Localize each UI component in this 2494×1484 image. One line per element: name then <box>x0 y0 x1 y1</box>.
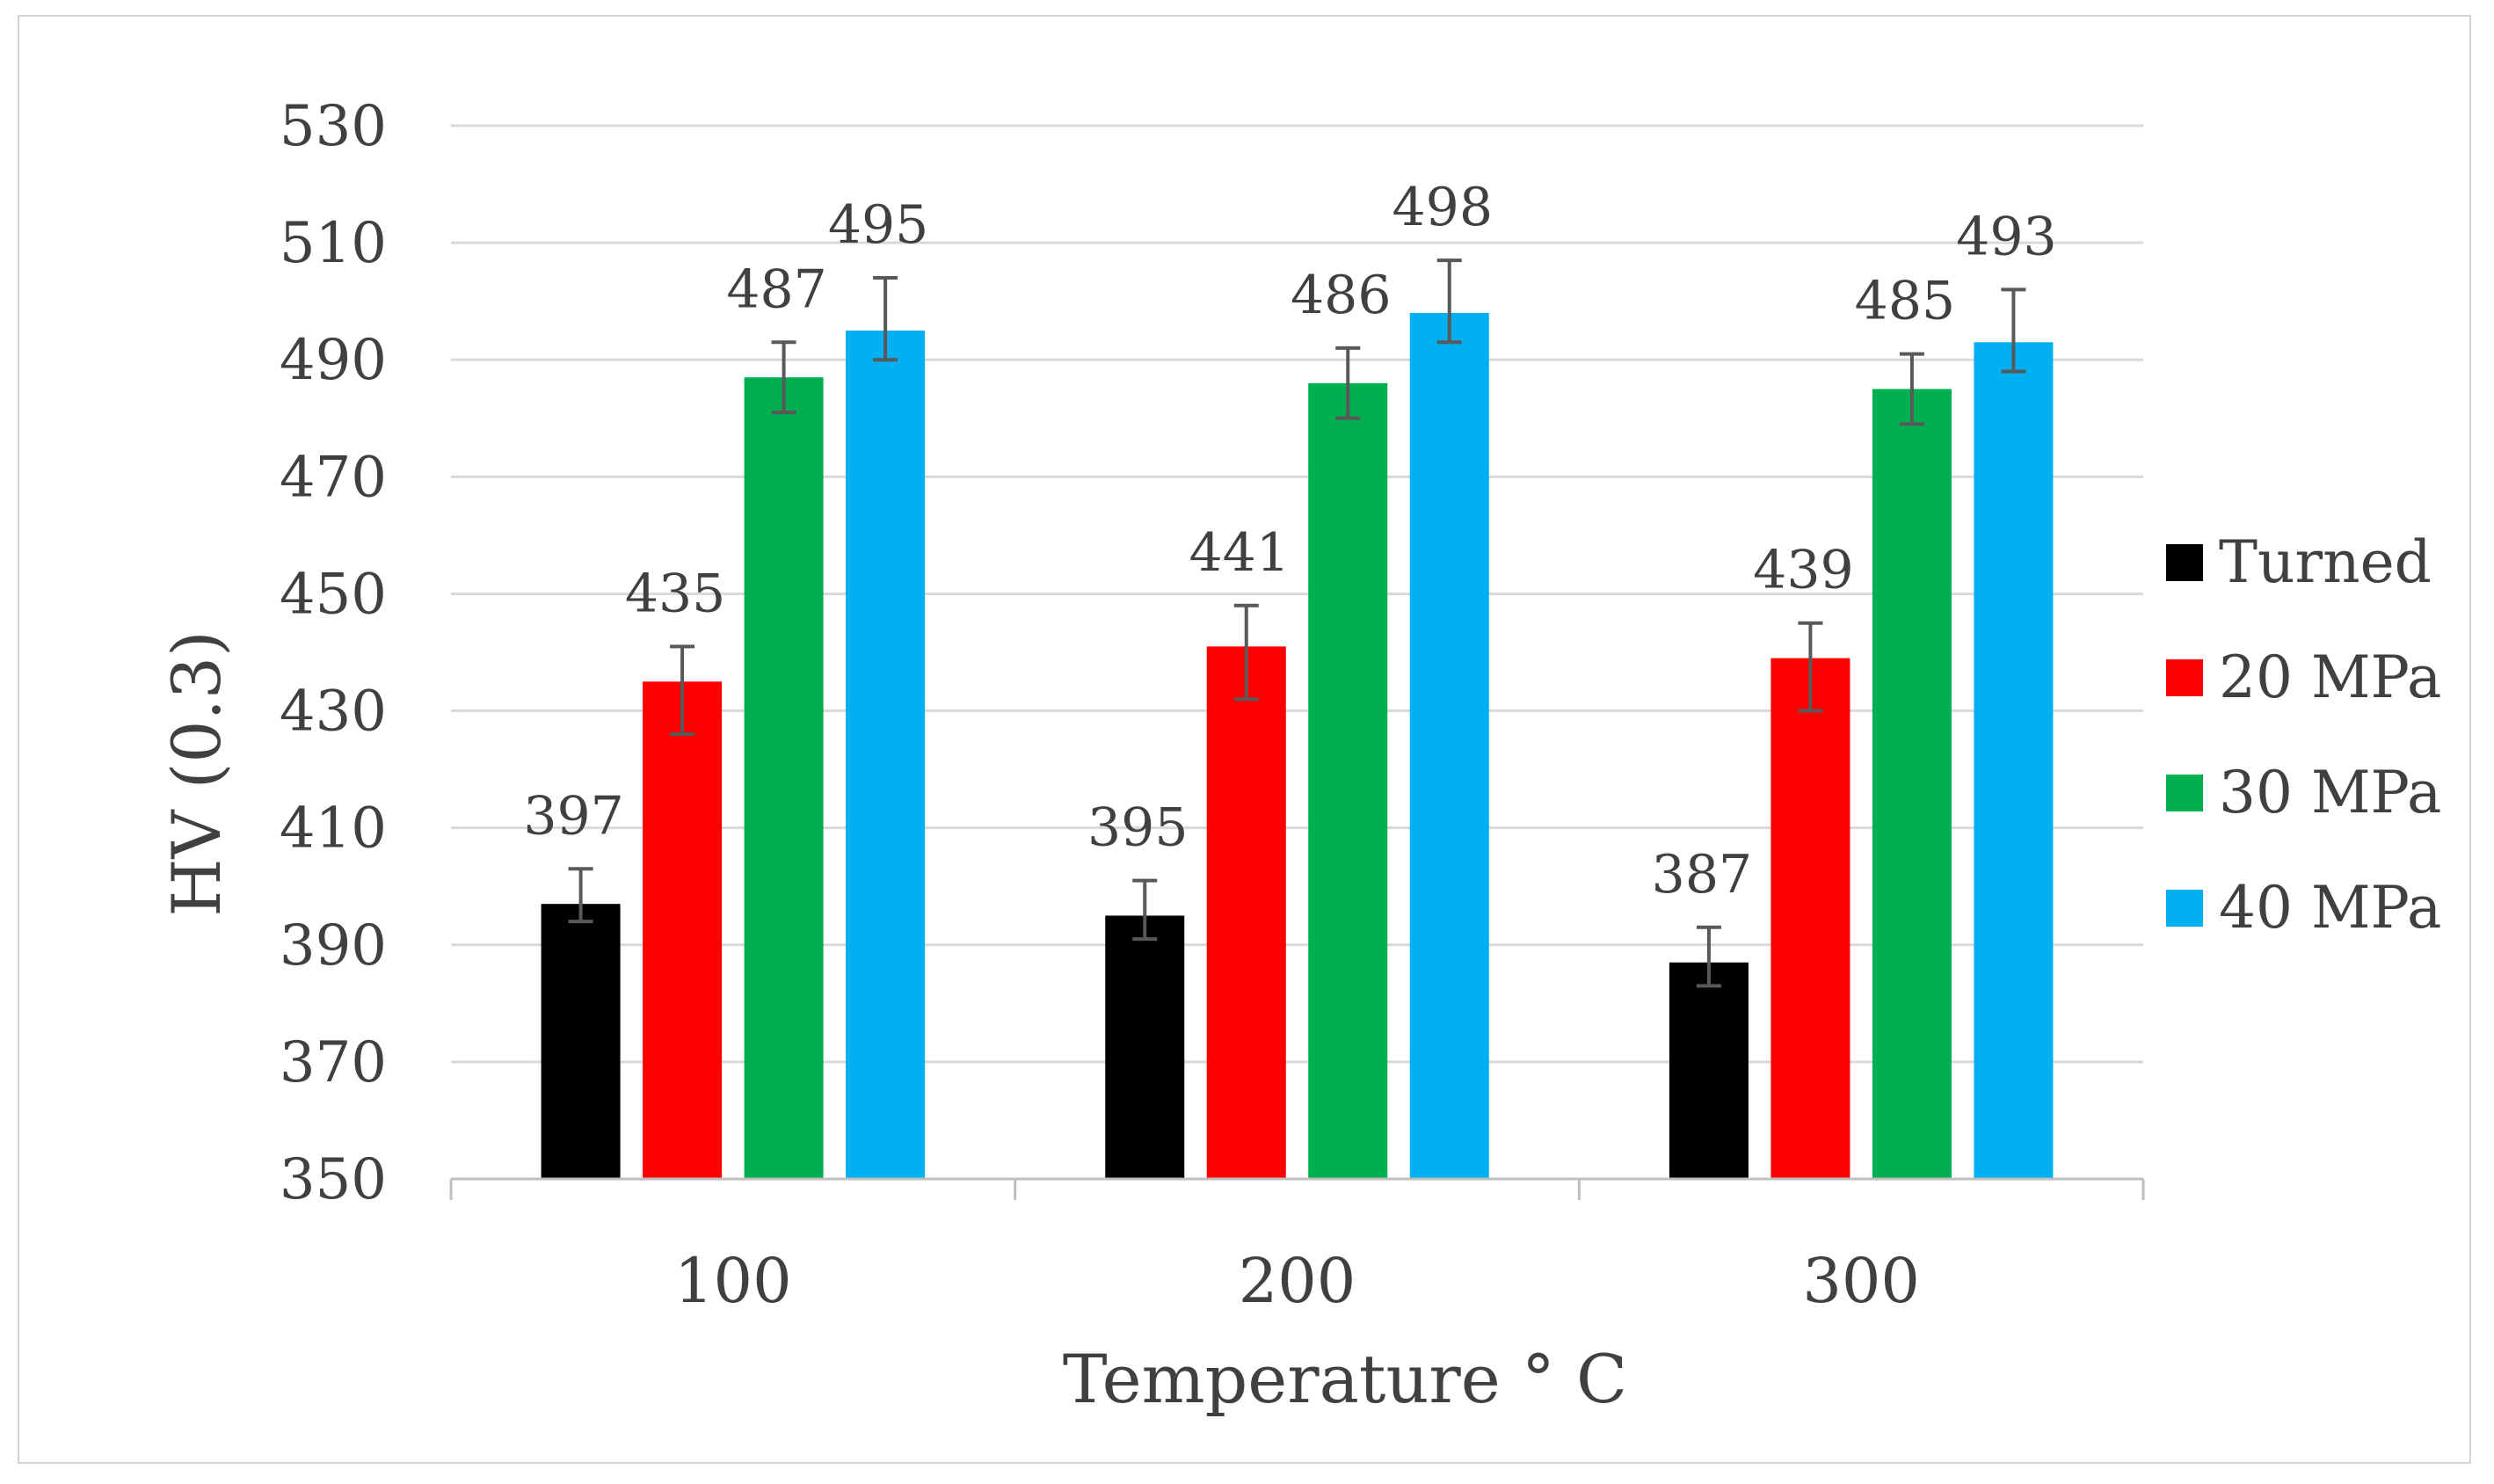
data-label: 387 <box>1652 844 1753 906</box>
bar <box>1409 312 1489 1179</box>
bar <box>1206 646 1286 1179</box>
data-label: 493 <box>1956 206 2057 267</box>
data-label: 486 <box>1291 265 1392 326</box>
y-tick-label: 450 <box>280 562 387 627</box>
data-label: 485 <box>1855 271 1956 332</box>
legend-label: 40 MPa <box>2219 874 2441 942</box>
bar <box>1771 658 1851 1179</box>
data-label: 441 <box>1189 522 1290 584</box>
data-labels: 397 395 387 435 441 439 487 486 485 495 498 493 <box>523 177 2056 906</box>
y-tick-label: 430 <box>280 680 387 745</box>
x-axis: 100 200 300 <box>449 1177 2145 1317</box>
y-tick-label: 530 <box>280 94 387 159</box>
bar <box>1105 915 1185 1179</box>
x-axis-label: Temperature ° C <box>1063 1340 1627 1418</box>
x-tick-label: 200 <box>1239 1245 1356 1317</box>
legend-label: 30 MPa <box>2219 759 2441 826</box>
data-label: 498 <box>1392 177 1493 238</box>
bar <box>1974 342 2054 1179</box>
bar <box>643 681 723 1179</box>
data-label: 487 <box>726 258 827 320</box>
legend: Turned 20 MPa 30 MPa 40 MPa <box>2166 528 2441 942</box>
bar <box>1872 389 1952 1179</box>
y-tick-label: 510 <box>280 211 387 276</box>
legend-swatch <box>2166 659 2203 696</box>
y-axis-ticks: 350 370 390 410 430 450 470 490 510 530 <box>280 94 387 1212</box>
bar <box>744 377 824 1179</box>
error-bars <box>568 258 2026 988</box>
legend-swatch <box>2166 890 2203 927</box>
bar <box>1669 962 1749 1179</box>
data-label: 395 <box>1087 797 1189 859</box>
y-axis-label: HV (0.3) <box>157 630 236 917</box>
data-label: 495 <box>828 194 929 256</box>
y-tick-label: 390 <box>280 913 387 978</box>
legend-label: 20 MPa <box>2219 644 2441 711</box>
bars <box>541 312 2054 1179</box>
y-tick-label: 490 <box>280 328 387 393</box>
data-label: 439 <box>1753 540 1854 601</box>
data-label: 435 <box>625 563 726 624</box>
legend-swatch <box>2166 775 2203 811</box>
bar <box>846 330 926 1179</box>
y-tick-label: 350 <box>280 1147 387 1212</box>
y-tick-label: 470 <box>280 445 387 510</box>
x-tick-label: 100 <box>674 1245 792 1317</box>
x-tick-label: 300 <box>1802 1245 1920 1317</box>
y-tick-label: 370 <box>280 1030 387 1095</box>
legend-swatch <box>2166 544 2203 581</box>
bar <box>1308 382 1388 1179</box>
gridlines <box>451 124 2143 1064</box>
bar <box>541 904 621 1179</box>
y-tick-label: 410 <box>280 797 387 862</box>
data-label: 397 <box>523 785 624 847</box>
legend-label: Turned <box>2219 528 2432 596</box>
